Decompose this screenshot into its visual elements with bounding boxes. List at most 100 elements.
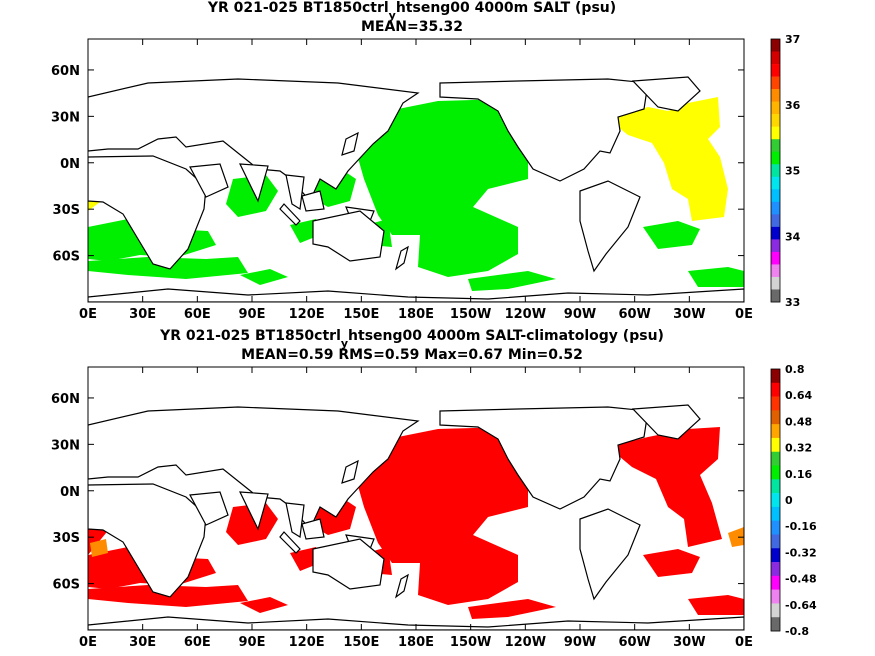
salinity-field-region [688, 267, 744, 287]
x-tick-label: 150W [450, 307, 491, 322]
colorbar-swatch [771, 437, 780, 453]
y-tick-label: 30S [53, 531, 80, 546]
y-tick-label: 0N [60, 485, 80, 500]
x-tick-label: 0E [79, 307, 97, 322]
salinity-field-region [688, 595, 744, 615]
salinity-field-region [240, 269, 288, 285]
colorbar-swatch [771, 239, 780, 253]
colorbar-label: -0.64 [785, 599, 817, 612]
colorbar-swatch [771, 126, 780, 140]
x-tick-label: 0E [79, 635, 97, 650]
x-tick-label: 150W [450, 635, 491, 650]
salinity-field-region [356, 427, 528, 605]
colorbar-swatch [771, 201, 780, 215]
colorbar-swatch [771, 226, 780, 240]
salinity-field-region [608, 97, 728, 221]
y-tick-label: 60N [51, 64, 80, 79]
colorbar-label: 33 [785, 296, 800, 309]
colorbar-label: -0.8 [785, 625, 809, 638]
colorbar-label: 0.16 [785, 468, 812, 481]
colorbar-swatch [771, 575, 780, 590]
colorbar-swatch [771, 479, 780, 494]
x-tick-label: 120W [505, 635, 546, 650]
colorbar-label: 0.48 [785, 415, 812, 428]
x-tick-label: 120E [289, 635, 325, 650]
colorbar-swatch [771, 534, 780, 549]
x-tick-label: 120W [505, 307, 546, 322]
x-tick-label: 30W [673, 635, 705, 650]
colorbar-label: 0.64 [785, 389, 812, 402]
colorbar: 0.8 0.64 0.48 0.32 0.16 0 -0.16 -0.32 -0.48 -0.64… [770, 363, 817, 638]
colorbar-label: 36 [785, 99, 801, 112]
colorbar-swatch [771, 164, 780, 178]
y-tick-label: 60N [51, 392, 80, 407]
colorbar-swatch [771, 506, 780, 521]
x-tick-label: 60W [618, 635, 650, 650]
x-tick-label: 60E [184, 635, 211, 650]
x-tick-label: 30E [129, 307, 156, 322]
colorbar-swatch [771, 451, 780, 466]
colorbar-swatch [771, 89, 780, 102]
salinity-field-region [728, 527, 744, 547]
salinity-field-region [226, 503, 278, 545]
colorbar-swatch [771, 189, 780, 203]
colorbar-swatch [771, 176, 780, 190]
colorbar-swatch [771, 101, 780, 115]
salinity-field-region [240, 597, 288, 613]
x-tick-label: 60W [618, 307, 650, 322]
x-tick-label: 30E [129, 635, 156, 650]
y-tick-label: 0N [60, 157, 80, 172]
salinity-field-region [643, 549, 700, 577]
colorbar-swatch [771, 114, 780, 127]
colorbar-swatch [771, 276, 780, 290]
map-panel: YR 021-025 BT1850ctrlyhtseng00 4000m SAL… [51, 0, 801, 322]
colorbar-swatch [771, 76, 780, 90]
colorbar-swatch [771, 64, 780, 77]
x-tick-label: 90W [564, 635, 596, 650]
colorbar: 37 36 35 34 33 [770, 33, 801, 309]
x-tick-label: 0E [735, 307, 753, 322]
x-tick-label: 180E [398, 307, 434, 322]
salinity-field-region [226, 175, 278, 217]
panel-title: YR 021-025 BT1850ctrlyhtseng00 4000m SAL… [159, 328, 664, 350]
panel-title: YR 021-025 BT1850ctrlyhtseng00 4000m SAL… [207, 0, 616, 22]
colorbar-swatch [771, 396, 780, 411]
panel-stats: MEAN=35.32 [361, 19, 463, 35]
colorbar-swatch [771, 289, 780, 303]
colorbar-swatch [771, 562, 780, 577]
salinity-field-region [356, 99, 528, 277]
x-tick-label: 30W [673, 307, 705, 322]
colorbar-label: -0.32 [785, 546, 817, 559]
colorbar-swatch [771, 251, 780, 265]
colorbar-swatch [771, 51, 780, 65]
x-tick-label: 90E [239, 635, 266, 650]
salinity-field-region [468, 271, 556, 291]
y-tick-label: 30N [51, 110, 80, 125]
colorbar-label: -0.16 [785, 520, 817, 533]
colorbar-label: -0.48 [785, 573, 817, 586]
salinity-field-region [643, 221, 700, 249]
colorbar-swatch [771, 520, 780, 535]
x-tick-label: 60E [184, 307, 211, 322]
colorbar-swatch [771, 465, 780, 480]
colorbar-swatch [771, 603, 780, 618]
colorbar-swatch [771, 617, 780, 632]
colorbar-label: 0.8 [785, 363, 805, 376]
salinity-field-region [608, 427, 722, 547]
panel-stats: MEAN=0.59 RMS=0.59 Max=0.67 Min=0.52 [241, 347, 583, 363]
colorbar-swatch [771, 369, 780, 384]
salinity-field-region [90, 539, 108, 557]
colorbar-swatch [771, 493, 780, 508]
colorbar-swatch [771, 151, 780, 165]
colorbar-swatch [771, 424, 780, 439]
colorbar-swatch [771, 410, 780, 425]
x-tick-label: 90E [239, 307, 266, 322]
colorbar-label: 0 [785, 494, 793, 507]
colorbar-swatch [771, 264, 780, 278]
colorbar-label: 0.32 [785, 442, 812, 455]
y-tick-label: 60S [53, 578, 80, 593]
y-tick-label: 60S [53, 250, 80, 265]
y-tick-label: 30S [53, 203, 80, 218]
colorbar-label: 37 [785, 33, 800, 46]
